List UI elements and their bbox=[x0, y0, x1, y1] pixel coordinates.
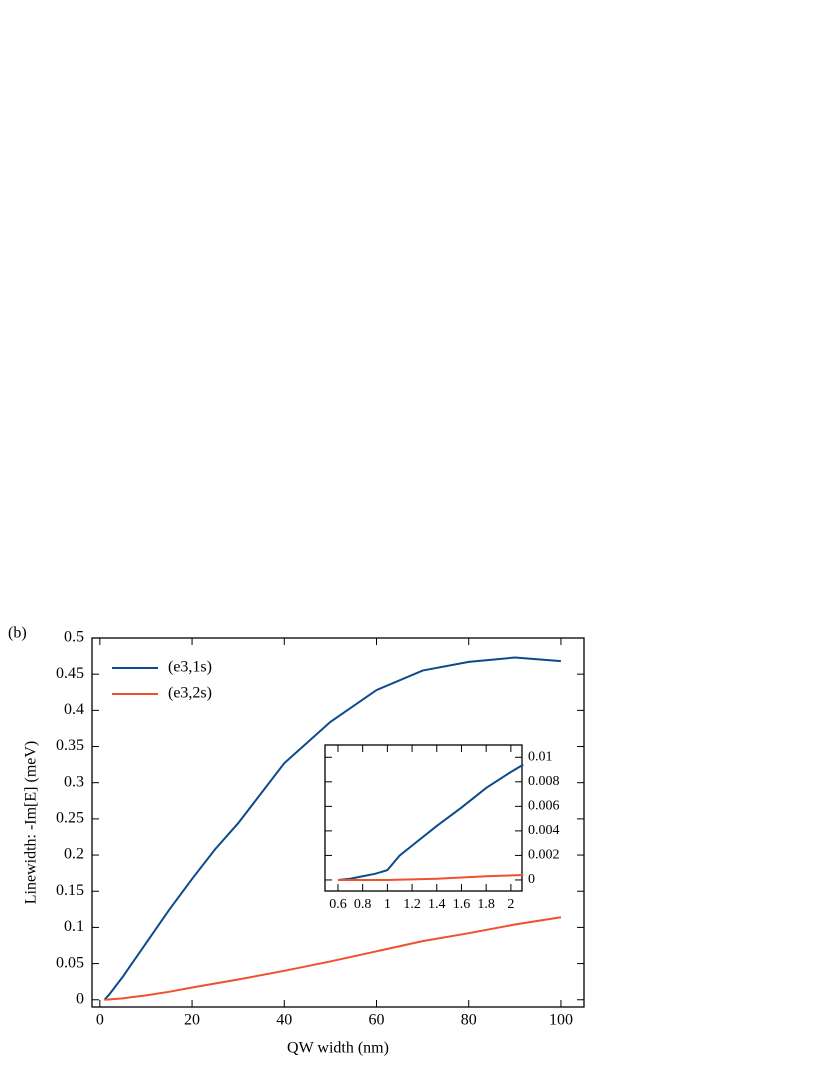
x-tick-label: 0 bbox=[96, 1012, 104, 1029]
y-tick-label: 0.3 bbox=[64, 773, 84, 790]
x-tick-label: 20 bbox=[184, 1012, 200, 1029]
legend-label: (e3,1s) bbox=[168, 659, 212, 676]
y-tick-label: 0.25 bbox=[56, 810, 84, 827]
x-tick-label: 0.6 bbox=[329, 897, 347, 912]
x-tick-label: 60 bbox=[369, 1012, 385, 1029]
x-tick-label: 1.6 bbox=[453, 897, 471, 912]
y-tick-label: 0.1 bbox=[64, 918, 84, 935]
y-tick-label: 0.2 bbox=[64, 846, 84, 863]
data-line bbox=[337, 763, 524, 881]
y-tick-label: 0 bbox=[76, 990, 84, 1007]
inset-chart: 0.6 0.8 1 1.2 1.4 1.6 1.8 20 0.002 0.004 0.006 0.00… bbox=[324, 744, 560, 912]
x-tick-label: 1 bbox=[384, 897, 391, 912]
x-tick-label: 1.4 bbox=[428, 897, 446, 912]
x-tick-label: 0.8 bbox=[354, 897, 372, 912]
data-line bbox=[103, 656, 562, 1001]
plot-frame bbox=[324, 744, 523, 892]
x-axis-label: QW width (nm) bbox=[287, 1040, 389, 1057]
y-tick-label: 0.002 bbox=[528, 848, 560, 863]
x-tick-label: 80 bbox=[461, 1012, 477, 1029]
x-tick-label: 2 bbox=[507, 897, 514, 912]
data-line bbox=[104, 916, 562, 1001]
y-tick-label: 0.15 bbox=[56, 882, 84, 899]
x-tick-label: 100 bbox=[549, 1012, 573, 1029]
x-tick-label: 1.8 bbox=[477, 897, 495, 912]
y-tick-label: 0.006 bbox=[528, 799, 560, 814]
y-tick-label: 0.008 bbox=[528, 774, 560, 789]
y-tick-label: 0.5 bbox=[64, 629, 84, 646]
x-tick-label: 40 bbox=[276, 1012, 292, 1029]
y-tick-label: 0.01 bbox=[528, 749, 553, 764]
y-tick-label: 0.45 bbox=[56, 665, 84, 682]
legend-label: (e3,2s) bbox=[168, 685, 212, 702]
data-line bbox=[337, 874, 524, 881]
y-tick-label: 0.35 bbox=[56, 737, 84, 754]
y-tick-label: 0.4 bbox=[64, 701, 84, 718]
panel-label: (b) bbox=[8, 625, 27, 642]
y-tick-label: 0.004 bbox=[528, 823, 560, 838]
x-tick-label: 1.2 bbox=[403, 897, 421, 912]
y-tick-label: 0 bbox=[528, 872, 535, 887]
y-tick-label: 0.05 bbox=[56, 954, 84, 971]
y-axis-label: Linewidth: -Im[E] (meV) bbox=[23, 741, 40, 905]
